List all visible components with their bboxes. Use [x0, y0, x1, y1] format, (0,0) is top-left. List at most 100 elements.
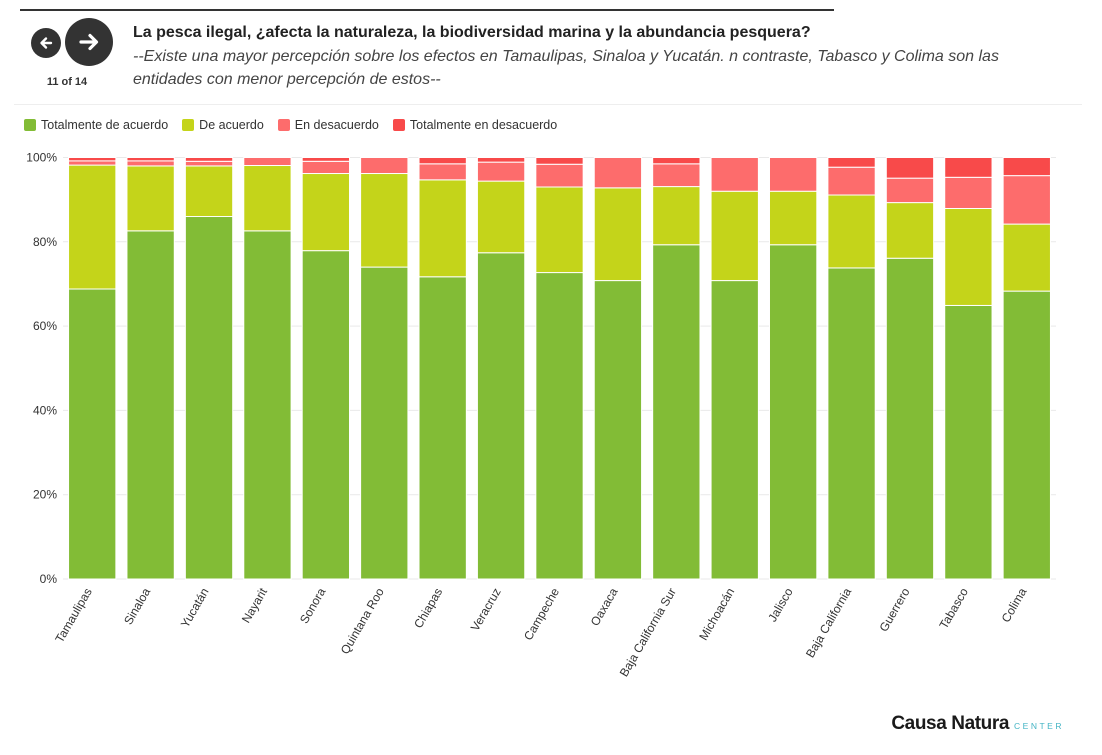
logo-subtext: CENTER [1014, 721, 1064, 731]
page-indicator: 11 of 14 [46, 76, 88, 88]
stacked-bar-chart: 0% 20% 40% 60% 80% 100% Tamaulipas Sinaloa Yucat… [26, 151, 1056, 679]
x-tick-label: Yucatán [178, 586, 212, 631]
bar-segment [535, 157, 584, 165]
bar-segment [535, 272, 584, 580]
bar-segment [126, 157, 175, 162]
bar-segment [768, 157, 818, 192]
bar-segment [885, 202, 935, 259]
bar-segment [768, 190, 818, 246]
bar-segment [476, 252, 526, 580]
bar-segment [944, 208, 993, 306]
causa-natura-logo: Causa Natura CENTER [891, 713, 1064, 735]
bar-segment [476, 180, 526, 254]
bar-segment [301, 250, 351, 580]
legend-swatch [24, 119, 36, 131]
y-tick-label: 0% [40, 572, 58, 586]
bar-segment [360, 266, 409, 580]
x-tick-label: Sinaloa [121, 585, 153, 627]
bar-segment [126, 230, 175, 580]
legend-swatch [392, 119, 405, 131]
bar-segment [418, 163, 467, 181]
bar-segment [243, 230, 292, 580]
bar-segment [243, 157, 292, 167]
x-tick-label: Guerrero [876, 585, 912, 634]
y-tick-label: 20% [33, 488, 57, 502]
legend-swatch [277, 119, 290, 131]
x-tick-label: Nayarit [239, 585, 270, 625]
bar-segment [476, 161, 526, 182]
legend-item-en-desacuerdo[interactable]: En desacuerdo [277, 118, 379, 132]
x-tick-label: Jalisco [765, 585, 796, 624]
bar-segment [360, 173, 409, 268]
bar-segment [827, 267, 876, 580]
legend-item-de-acuerdo[interactable]: De acuerdo [182, 118, 264, 132]
chart-subtitle: --Existe una mayor percepción sobre los … [133, 48, 999, 88]
bar-segment [1002, 223, 1051, 292]
bar-segment [827, 166, 876, 196]
next-button[interactable] [65, 18, 113, 66]
bar-segment [944, 157, 993, 178]
y-tick-label: 40% [33, 403, 57, 417]
arrow-right-icon [79, 33, 99, 51]
legend-label: Totalmente de acuerdo [41, 118, 169, 132]
bar-segment [593, 157, 643, 189]
bar-segment [652, 244, 701, 580]
logo-text: Causa Natura [891, 713, 1010, 734]
x-tick-label: Baja California [803, 585, 854, 660]
bar-segment [593, 280, 643, 580]
bar-segment [944, 304, 993, 580]
bar-segment [243, 165, 292, 232]
x-tick-label: Colima [999, 585, 1030, 625]
bar-segment [1002, 175, 1051, 225]
bar-segment [360, 157, 409, 175]
bar-segment [885, 257, 935, 580]
legend-label: En desacuerdo [294, 118, 379, 132]
bar-segment [184, 165, 234, 218]
x-tick-label: Quintana Roo [338, 585, 387, 656]
bar-segment [126, 165, 175, 232]
bar-segment [301, 157, 351, 162]
bar-segment [476, 157, 526, 163]
bar-segment [827, 194, 876, 269]
bar-segment [184, 216, 234, 580]
bar-segment [184, 160, 234, 167]
x-tick-label: Michoacán [696, 586, 737, 643]
x-tick-label: Sonora [297, 585, 329, 626]
bar-segment [126, 160, 175, 167]
top-rule [20, 9, 834, 11]
bar-segment [652, 157, 701, 165]
x-tick-label: Campeche [521, 585, 562, 643]
legend: Totalmente de acuerdo De acuerdo En desa… [24, 118, 571, 132]
bar-segment [710, 157, 759, 192]
bar-segment [827, 157, 876, 168]
x-tick-label: Chiapas [411, 586, 445, 631]
bar-segment [301, 160, 351, 175]
bar-segment [184, 157, 234, 162]
bar-segment [301, 173, 351, 252]
arrow-left-icon [40, 37, 53, 49]
previous-button[interactable] [31, 28, 61, 58]
bar-segment [535, 186, 584, 274]
x-tick-label: Tabasco [937, 585, 972, 631]
bar-segment [68, 288, 117, 580]
bar-segment [68, 164, 117, 290]
bar-segment [1002, 290, 1051, 580]
bar-segment [710, 190, 759, 282]
bar-segment [885, 177, 935, 204]
x-tick-label: Oaxaca [588, 585, 621, 628]
legend-item-totalmente-en-desacuerdo[interactable]: Totalmente en desacuerdo [392, 118, 557, 132]
chart-title: La pesca ilegal, ¿afecta la naturaleza, … [133, 24, 811, 41]
bar-segment [652, 186, 701, 246]
y-tick-label: 80% [33, 235, 57, 249]
bar-segment [652, 163, 701, 188]
bar-segment [535, 163, 584, 188]
bar-segment [768, 244, 818, 580]
header-divider [14, 104, 1082, 105]
bar-segment [944, 176, 993, 210]
legend-item-totalmente-de-acuerdo[interactable]: Totalmente de acuerdo [24, 118, 168, 132]
legend-swatch [182, 119, 195, 131]
bar-segment [710, 280, 759, 580]
bar-segment [68, 160, 117, 166]
bar-segment [1002, 157, 1051, 177]
legend-label: De acuerdo [199, 118, 264, 132]
